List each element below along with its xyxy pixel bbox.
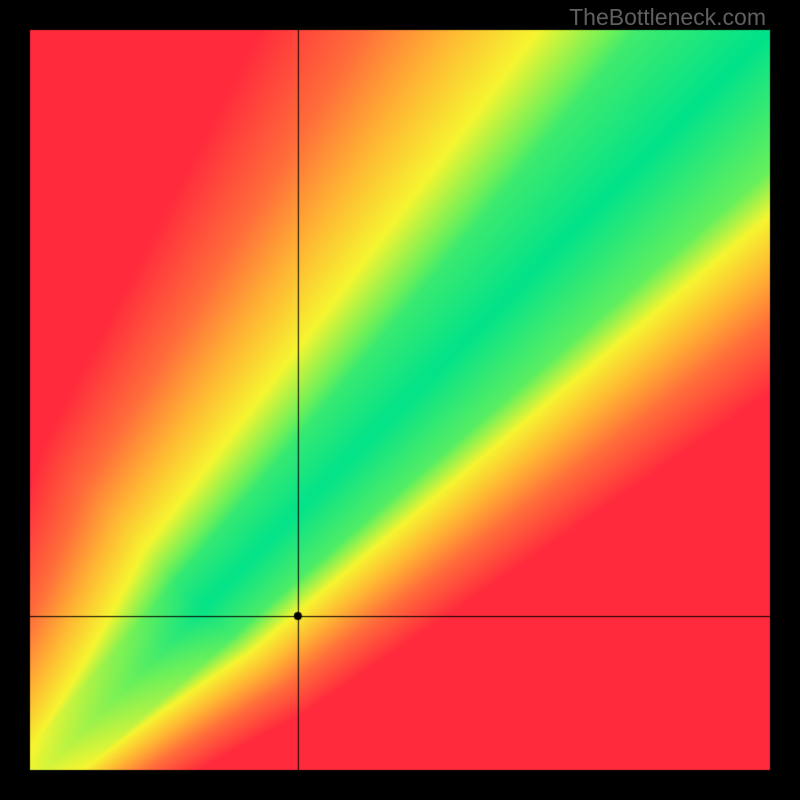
watermark-text: TheBottleneck.com	[569, 4, 766, 31]
heatmap-canvas	[0, 0, 800, 800]
chart-container: TheBottleneck.com	[0, 0, 800, 800]
